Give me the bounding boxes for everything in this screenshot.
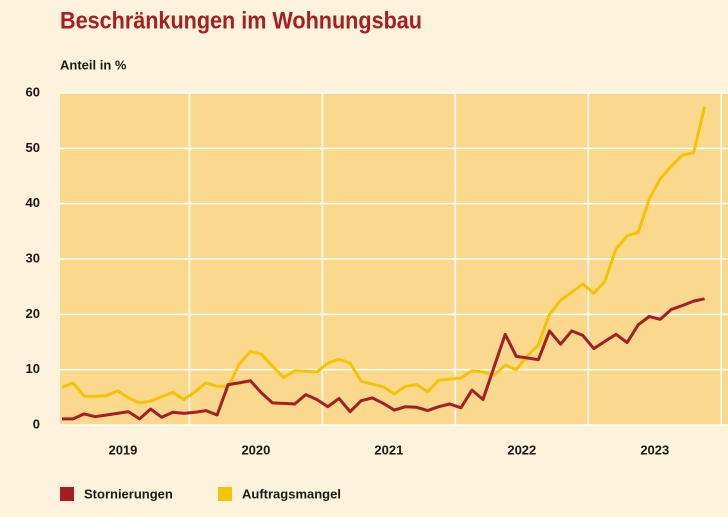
- legend-swatch: [60, 487, 74, 501]
- x-tick-label: 2023: [640, 442, 669, 457]
- y-tick-label: 10: [26, 361, 40, 376]
- y-axis-label: Anteil in %: [60, 57, 127, 72]
- legend-swatch: [218, 487, 232, 501]
- y-tick-label: 20: [26, 306, 40, 321]
- chart-title: Beschränkungen im Wohnungsbau: [60, 6, 422, 33]
- y-tick-label: 50: [26, 140, 40, 155]
- y-tick-label: 40: [26, 195, 40, 210]
- x-tick-label: 2021: [374, 442, 403, 457]
- x-tick-label: 2019: [108, 442, 137, 457]
- legend-label: Stornierungen: [84, 486, 173, 501]
- y-tick-label: 60: [26, 84, 40, 99]
- series-line: [61, 106, 707, 405]
- legend-label: Auftragsmangel: [242, 486, 341, 501]
- x-tick-label: 2022: [507, 442, 536, 457]
- series-line: [62, 297, 705, 421]
- x-tick-label: 2020: [241, 442, 270, 457]
- y-tick-label: 0: [33, 416, 40, 431]
- y-tick-label: 30: [26, 250, 40, 265]
